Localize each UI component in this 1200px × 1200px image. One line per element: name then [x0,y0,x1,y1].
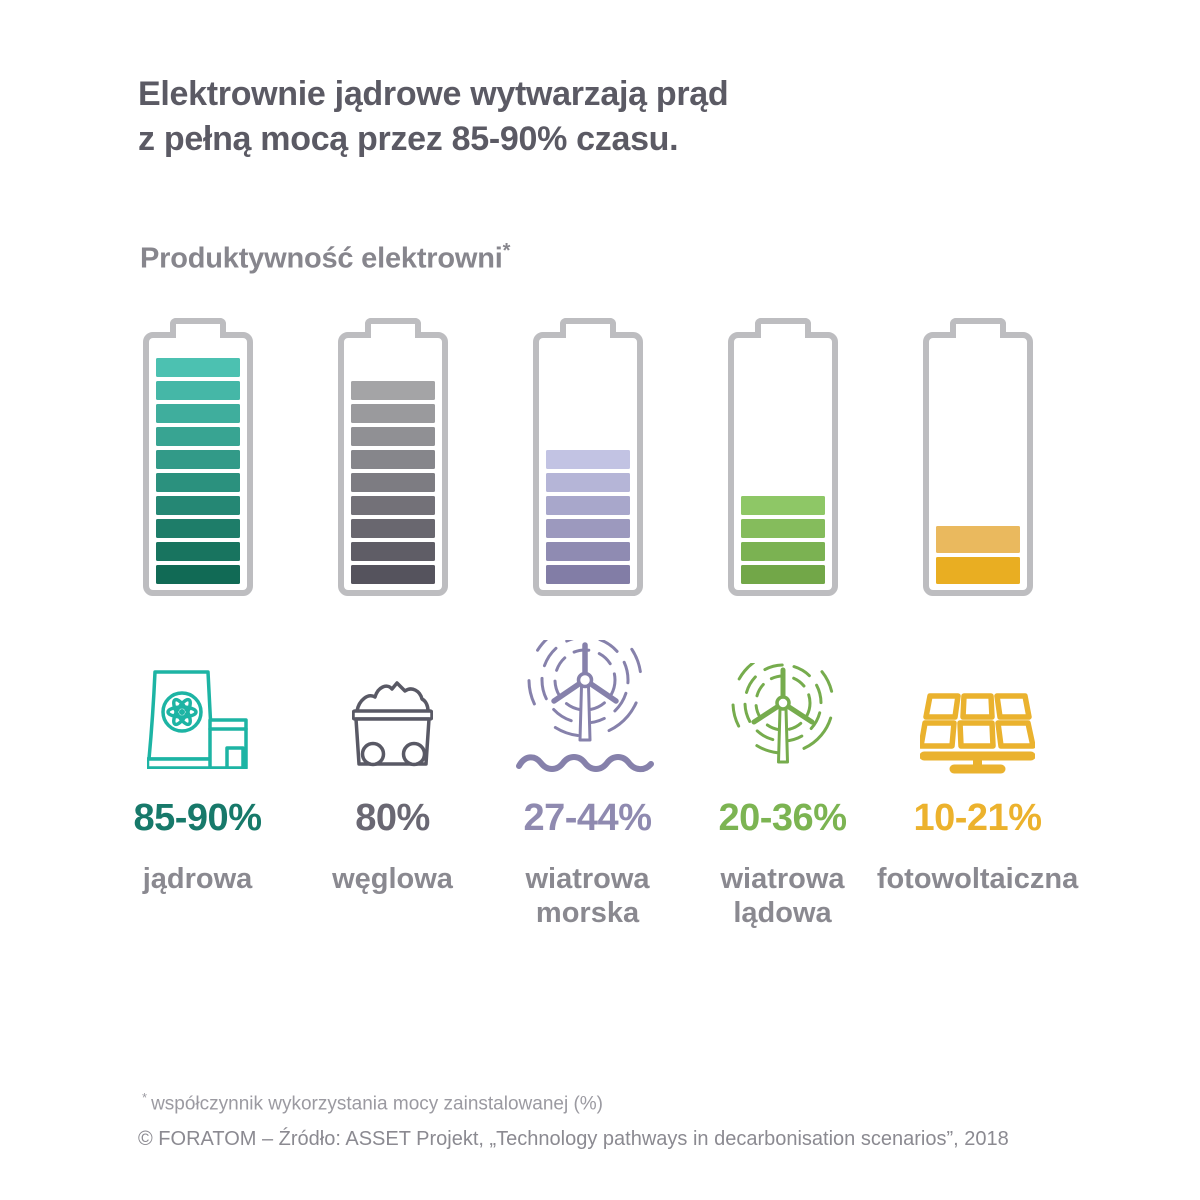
battery-segment [350,473,435,492]
battery-fill [350,377,435,584]
battery-terminal [364,318,421,338]
battery-segment [155,565,240,584]
battery-fill [155,354,240,584]
battery-segment [155,519,240,538]
battery-body [727,332,838,596]
solar-panel-icon [920,693,1035,774]
battery-segment [155,404,240,423]
footnote-text: współczynnik wykorzystania mocy zainstal… [151,1093,603,1115]
page-title: Elektrownie jądrowe wytwarzają prąd z peł… [138,72,729,162]
battery-terminal [754,318,811,338]
battery-body [337,332,448,596]
nuclear-plant-icon [147,670,248,769]
battery-fotowoltaiczna [922,318,1033,596]
battery-segment [350,381,435,400]
value-jadrowa: 85-90% [133,797,262,839]
label-fotowoltaiczna: fotowoltaiczna [876,863,1079,895]
battery-segment [740,519,825,538]
label-weglowa: węglowa [332,863,453,895]
battery-terminal [169,318,226,338]
battery-jadrowa [142,318,253,596]
chart-title-text: Produktywność elektrowni [140,242,503,275]
battery-segment [350,496,435,515]
label-wiatrowa-morska: wiatrowa morska [525,863,650,929]
battery-segment [155,473,240,492]
value-weglowa: 80% [355,797,430,839]
battery-segment [545,450,630,469]
battery-segment [155,427,240,446]
chart-title: Produktywność elektrowni* [140,240,510,276]
footnote: * współczynnik wykorzystania mocy zainsta… [142,1090,603,1115]
battery-segment [155,450,240,469]
footnote-asterisk: * [142,1090,148,1105]
battery-terminal [949,318,1006,338]
battery-segment [155,542,240,561]
asterisk-marker: * [502,240,511,262]
battery-segment [935,557,1020,584]
battery-segment [740,565,825,584]
battery-segment [350,565,435,584]
capacity-factor-values: 85-90% 80% 27-44% 20-36% 10-21% [100,797,1075,840]
value-fotowoltaiczna: 10-21% [913,797,1042,839]
battery-segment [350,404,435,423]
battery-fill [935,522,1020,584]
battery-segment [545,542,630,561]
battery-wiatrowa-morska [532,318,643,596]
battery-segment [155,358,240,377]
battery-segment [155,381,240,400]
coal-cart-icon [352,680,433,767]
battery-chart [100,318,1075,596]
battery-fill [545,446,630,584]
onshore-wind-turbine-icon [731,663,835,767]
value-wiatrowa-ladowa: 20-36% [718,797,847,839]
battery-segment [350,519,435,538]
source-attribution: © FORATOM – Źródło: ASSET Projekt, „Tech… [138,1128,1009,1150]
battery-segment [740,496,825,515]
title-line-2: z pełną mocą przez 85-90% czasu. [138,120,679,158]
battery-terminal [559,318,616,338]
label-jadrowa: jądrowa [142,863,253,895]
battery-segment [935,526,1020,553]
battery-segment [545,565,630,584]
battery-body [142,332,253,596]
battery-weglowa [337,318,448,596]
battery-segment [545,473,630,492]
battery-body [922,332,1033,596]
battery-segment [740,542,825,561]
value-wiatrowa-morska: 27-44% [523,797,652,839]
battery-segment [545,496,630,515]
battery-segment [350,542,435,561]
battery-segment [350,427,435,446]
label-wiatrowa-ladowa: wiatrowa lądowa [720,863,845,929]
category-labels: jądrowa węglowa wiatrowa morska wiatrowa… [100,862,1079,930]
battery-fill [740,492,825,584]
battery-wiatrowa-ladowa [727,318,838,596]
battery-segment [545,519,630,538]
battery-body [532,332,643,596]
offshore-wind-turbine-icon [515,640,660,775]
battery-segment [155,496,240,515]
title-line-1: Elektrownie jądrowe wytwarzają prąd [138,75,729,113]
energy-icons-row [100,640,1075,775]
battery-segment [350,450,435,469]
